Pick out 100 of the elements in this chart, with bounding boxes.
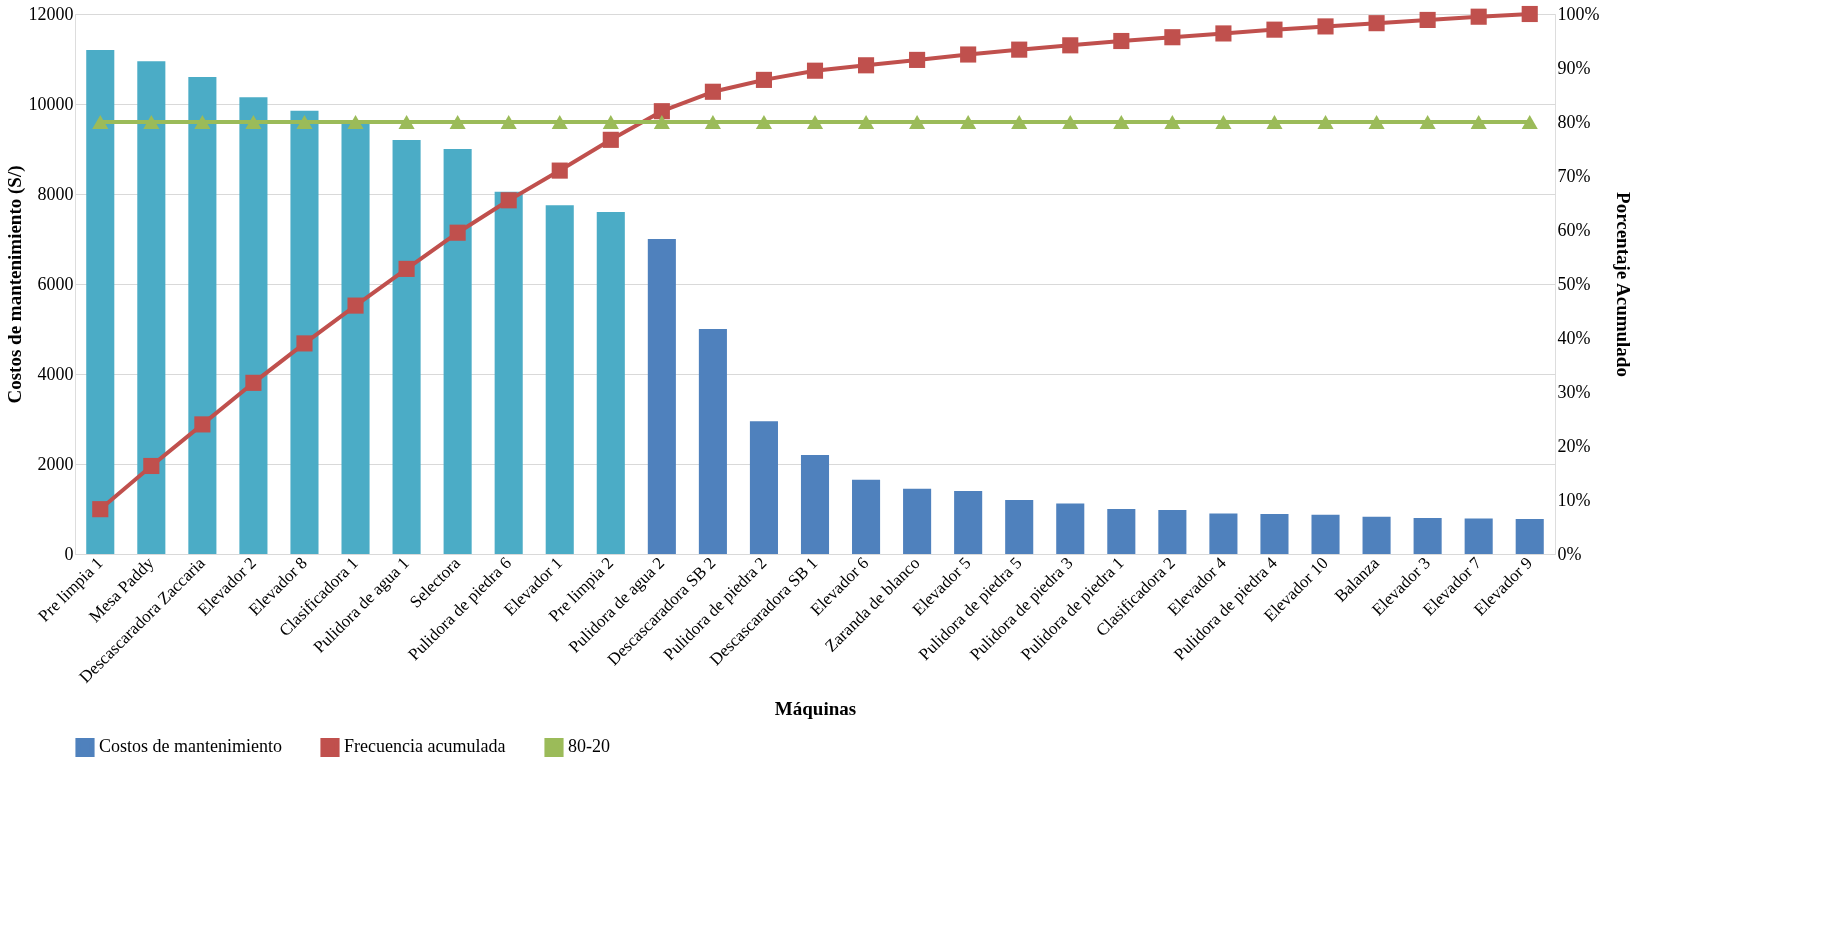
point <box>1215 25 1232 42</box>
bar <box>1005 500 1034 554</box>
y2-tick-label: 20% <box>1557 435 1591 456</box>
point <box>857 115 875 129</box>
point <box>653 103 670 120</box>
point <box>755 115 773 129</box>
point <box>245 374 262 391</box>
point <box>1215 115 1232 129</box>
point <box>1113 115 1130 129</box>
point <box>755 71 773 88</box>
y-tick-label: 10000 <box>28 93 74 114</box>
point <box>602 115 619 129</box>
bar <box>137 61 166 554</box>
point <box>551 115 568 129</box>
y2-tick-label: 70% <box>1557 165 1591 186</box>
point <box>92 501 109 518</box>
point <box>909 115 926 129</box>
point <box>194 416 211 433</box>
point <box>806 62 824 79</box>
point <box>551 162 568 179</box>
point <box>143 115 160 129</box>
bar <box>1515 518 1544 554</box>
point <box>653 115 670 129</box>
point <box>245 115 262 129</box>
point <box>500 115 517 129</box>
y2-tick-label: 0% <box>1557 543 1582 564</box>
y2-tick-label: 60% <box>1557 219 1591 240</box>
point <box>1368 115 1385 129</box>
bar <box>596 212 625 554</box>
x-axis-title: Máquinas <box>774 697 857 719</box>
point <box>500 192 517 209</box>
y2-tick-label: 10% <box>1557 489 1591 510</box>
bar <box>1362 516 1391 554</box>
bar <box>1158 509 1187 554</box>
bar <box>647 239 676 554</box>
point <box>704 115 721 129</box>
y2-axis-title: Porcentaje Acumulado <box>1613 192 1635 377</box>
point <box>1317 18 1334 35</box>
point <box>1368 15 1385 32</box>
point <box>296 335 313 352</box>
bar <box>1413 518 1442 554</box>
point <box>1062 37 1079 54</box>
point <box>1317 115 1334 129</box>
point <box>1266 115 1283 129</box>
point <box>1419 115 1436 129</box>
legend-label: Frecuencia acumulada <box>344 736 506 757</box>
point <box>806 115 824 129</box>
bar <box>1464 518 1493 554</box>
bar <box>1311 514 1340 554</box>
bar <box>494 191 523 554</box>
point <box>1113 32 1130 50</box>
point <box>194 115 211 129</box>
bar <box>545 205 574 554</box>
y2-tick-label: 100% <box>1557 3 1600 24</box>
point <box>1266 21 1283 38</box>
bar <box>392 140 421 554</box>
point <box>449 115 466 129</box>
point <box>1011 41 1028 58</box>
bar <box>800 455 830 554</box>
point <box>1521 115 1538 129</box>
bar <box>852 479 881 554</box>
bar <box>1209 513 1238 554</box>
point <box>960 46 977 63</box>
point <box>398 115 415 129</box>
y-tick-label: 8000 <box>37 183 74 204</box>
point <box>1521 5 1538 23</box>
bar <box>86 50 115 554</box>
point <box>1164 115 1181 129</box>
point <box>1164 29 1181 46</box>
y-tick-label: 0 <box>64 543 74 564</box>
y2-tick-label: 90% <box>1557 57 1591 78</box>
point <box>909 51 926 68</box>
point <box>1470 8 1487 25</box>
point <box>1470 115 1487 129</box>
y2-tick-label: 50% <box>1557 273 1591 294</box>
bar <box>239 97 268 554</box>
point <box>347 297 364 314</box>
bar <box>1107 509 1136 554</box>
point <box>857 57 875 74</box>
bar <box>698 329 727 554</box>
point <box>398 260 415 277</box>
bar <box>1260 513 1289 554</box>
point <box>1062 115 1079 129</box>
bar <box>341 122 370 554</box>
y-axis-title: Costos de mantenimiento (S/) <box>3 165 26 404</box>
y2-tick-label: 80% <box>1557 111 1591 132</box>
y2-tick-label: 30% <box>1557 381 1591 402</box>
point <box>602 131 619 148</box>
point <box>347 115 364 129</box>
bar <box>903 488 932 554</box>
bar <box>749 421 778 554</box>
legend-label: 80-20 <box>568 736 610 757</box>
bar <box>290 110 319 554</box>
bar <box>954 491 983 554</box>
point <box>296 115 313 129</box>
bar <box>188 77 217 554</box>
point <box>1011 115 1028 129</box>
point <box>143 457 160 475</box>
point <box>449 224 466 241</box>
legend-label: Costos de mantenimiento <box>99 736 282 757</box>
